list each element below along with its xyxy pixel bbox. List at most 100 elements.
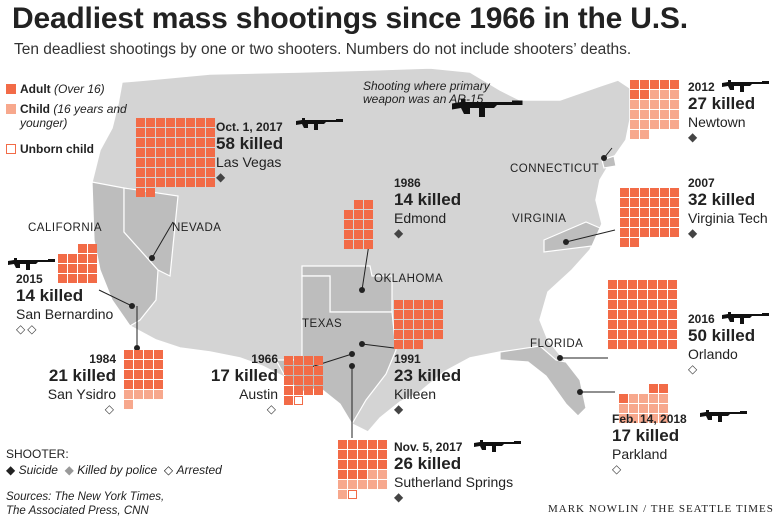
child-victim-square (639, 394, 648, 403)
adult-victim-square (668, 340, 677, 349)
adult-victim-square (608, 300, 617, 309)
adult-victim-square (628, 310, 637, 319)
adult-victim-square (196, 158, 205, 167)
child-victim-square (640, 100, 649, 109)
adult-victim-square (134, 380, 143, 389)
adult-victim-square (68, 264, 77, 273)
killed-count: 50 killed (688, 326, 756, 345)
adult-victim-square (670, 228, 679, 237)
adult-victim-square (660, 208, 669, 217)
killed-count: 21 killed (48, 366, 116, 385)
child-victim-square (124, 390, 133, 399)
label-virginia-tech: 2007 32 killed Virginia Tech ◆ (688, 176, 768, 240)
unborn-victim-square (294, 396, 303, 405)
adult-victim-square (206, 138, 215, 147)
adult-victim-square (358, 470, 367, 479)
adult-victim-square (344, 210, 353, 219)
suicide-diamond-icon: ◆ (6, 463, 16, 477)
location-dots (129, 155, 607, 395)
adult-victim-square (638, 300, 647, 309)
year: 1991 (394, 352, 421, 366)
adult-victim-square (630, 188, 639, 197)
adult-victim-square (638, 320, 647, 329)
adult-victim-square (58, 264, 67, 273)
adult-victim-square (154, 360, 163, 369)
child-victim-square (619, 414, 628, 423)
killed-count: 14 killed (16, 286, 84, 305)
adult-victim-square (660, 218, 669, 227)
adult-victim-square (88, 254, 97, 263)
adult-victim-square (166, 118, 175, 127)
ar15-rifle-icon (722, 80, 769, 92)
child-victim-square (659, 414, 668, 423)
child-victim-square (640, 110, 649, 119)
adult-victim-square (424, 300, 433, 309)
sources: Sources: The New York Times, The Associa… (6, 490, 164, 518)
adult-victim-square (628, 320, 637, 329)
adult-victim-square (414, 330, 423, 339)
adult-victim-square (354, 200, 363, 209)
label-killeen: 1991 23 killed Killeen ◆ (394, 352, 461, 416)
adult-victim-square (660, 80, 669, 89)
adult-victim-square (630, 80, 639, 89)
place-name: Orlando (688, 346, 738, 362)
outcome-marker: ◆ (394, 490, 406, 504)
adult-victim-square (344, 230, 353, 239)
adult-victim-square (196, 118, 205, 127)
adult-victim-square (156, 128, 165, 137)
adult-victim-square (414, 320, 423, 329)
adult-victim-square (618, 300, 627, 309)
adult-victim-square (344, 240, 353, 249)
ar15-rifle-icon (296, 118, 343, 130)
child-victim-square (368, 480, 377, 489)
state-label-california: CALIFORNIA (28, 222, 103, 234)
adult-victim-square (658, 320, 667, 329)
adult-victim-square (176, 158, 185, 167)
adult-victim-square (156, 168, 165, 177)
child-victim-square (659, 404, 668, 413)
adult-victim-square (88, 264, 97, 273)
adult-victim-square (196, 138, 205, 147)
adult-victim-square (206, 128, 215, 137)
place-name: Edmond (394, 210, 447, 226)
adult-victim-square (640, 208, 649, 217)
adult-victim-square (650, 218, 659, 227)
label-las-vegas: Oct. 1, 2017 58 killed Las Vegas ◆ (216, 120, 283, 184)
adult-victim-square (638, 310, 647, 319)
adult-victim-square (314, 386, 323, 395)
child-victim-square (124, 400, 133, 409)
adult-victim-square (354, 230, 363, 239)
page-subtitle: Ten deadliest shootings by one or two sh… (14, 41, 632, 58)
shooter-legend-title: SHOOTER: (6, 447, 69, 461)
adult-victim-square (196, 148, 205, 157)
adult-victim-square (630, 90, 639, 99)
adult-victim-square (358, 440, 367, 449)
legend-adult: Adult (Over 16) (6, 82, 105, 96)
legend-adult-note: (Over 16) (54, 82, 105, 96)
adult-victim-square (404, 300, 413, 309)
label-orlando: 2016 50 killed Orlando ◇ (688, 312, 755, 376)
adult-victim-square (630, 198, 639, 207)
label-parkland: Feb. 14, 2018 17 killed Parkland ◇ (612, 412, 687, 476)
adult-victim-square (338, 450, 347, 459)
adult-victim-square (630, 218, 639, 227)
ar15-rifle-icon (722, 312, 769, 324)
adult-victim-square (206, 158, 215, 167)
florida-shape (499, 345, 587, 417)
child-victim-square (640, 130, 649, 139)
adult-victim-square (354, 240, 363, 249)
legend-unborn: Unborn child (6, 142, 94, 156)
adult-victim-square (176, 118, 185, 127)
child-victim-square (629, 394, 638, 403)
adult-victim-square (88, 274, 97, 283)
suicide-label: Suicide (18, 463, 58, 477)
adult-victim-square (314, 376, 323, 385)
adult-victim-square (670, 198, 679, 207)
adult-victim-square (196, 168, 205, 177)
adult-victim-square (156, 148, 165, 157)
child-victim-square (670, 100, 679, 109)
adult-victim-square (640, 198, 649, 207)
adult-victim-square (404, 330, 413, 339)
adult-victim-square (368, 450, 377, 459)
adult-victim-square (378, 460, 387, 469)
